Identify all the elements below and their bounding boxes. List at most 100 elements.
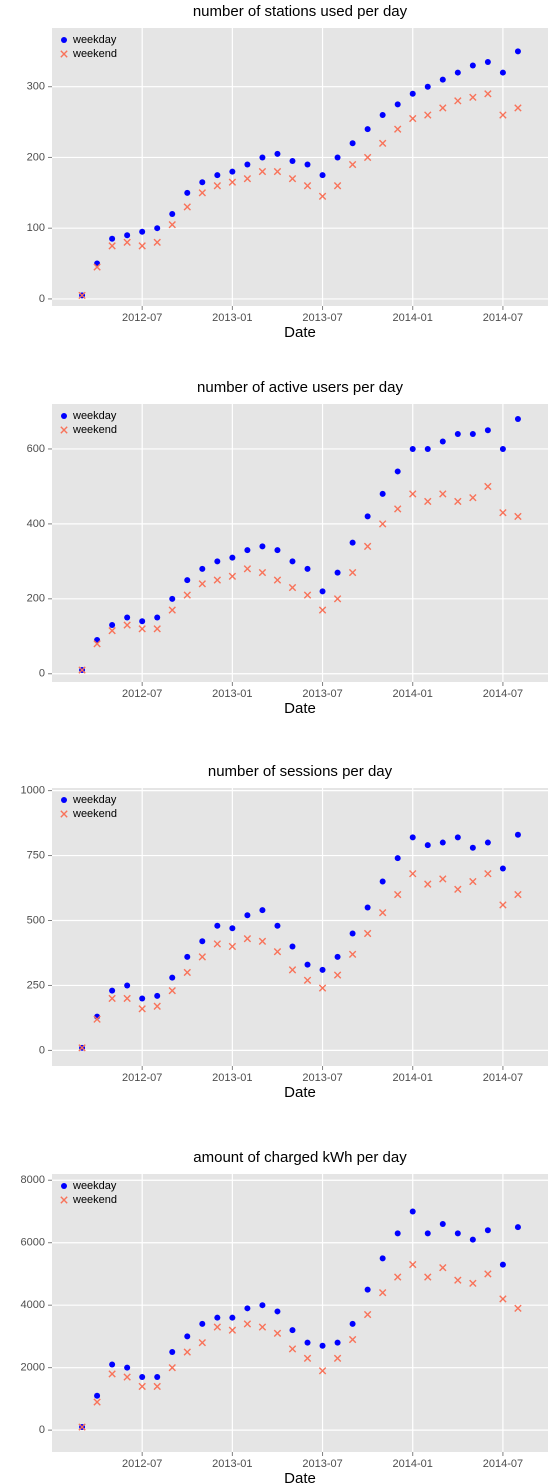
point xyxy=(109,235,116,242)
point xyxy=(454,69,461,76)
point xyxy=(139,1374,146,1381)
point xyxy=(229,554,236,561)
legend-label: weekend xyxy=(72,1194,117,1206)
point xyxy=(124,982,131,989)
point xyxy=(319,1342,326,1349)
point xyxy=(334,1339,341,1346)
point xyxy=(123,994,131,1003)
point xyxy=(364,904,371,911)
point xyxy=(169,595,176,602)
y-tick-label: 100 xyxy=(27,222,45,234)
x-tick-label: 2014-07 xyxy=(483,688,523,700)
y-tick-label: 1000 xyxy=(21,785,45,797)
point xyxy=(288,583,297,592)
point xyxy=(259,154,266,161)
point xyxy=(484,839,491,846)
point xyxy=(424,111,432,119)
y-tick-label: 750 xyxy=(27,849,45,861)
legend-marker xyxy=(60,1196,68,1204)
x-tick-label: 2014-07 xyxy=(483,1458,523,1470)
point xyxy=(409,1208,416,1215)
x-tick-label: 2012-07 xyxy=(122,1458,162,1470)
point xyxy=(289,157,296,164)
chart-title: number of active users per day xyxy=(197,379,403,396)
x-tick-label: 2013-07 xyxy=(302,312,342,324)
point xyxy=(94,1392,101,1399)
point xyxy=(333,595,342,603)
point xyxy=(499,508,507,517)
point xyxy=(154,1374,161,1381)
point xyxy=(274,150,281,157)
point xyxy=(153,1382,161,1391)
legend-label: weekday xyxy=(72,1180,117,1192)
point xyxy=(168,1363,176,1372)
point xyxy=(123,1373,131,1381)
point xyxy=(349,930,356,937)
point xyxy=(259,1302,266,1309)
point xyxy=(184,1333,191,1340)
point xyxy=(514,415,521,422)
point xyxy=(409,90,416,97)
point xyxy=(319,172,326,179)
point xyxy=(333,182,342,190)
point xyxy=(394,125,402,133)
point xyxy=(454,885,462,894)
legend-label: weekday xyxy=(72,794,117,806)
point xyxy=(409,114,417,123)
point xyxy=(454,1230,461,1237)
point xyxy=(108,242,116,250)
point xyxy=(214,172,221,179)
point xyxy=(469,1236,476,1243)
point xyxy=(319,588,326,595)
x-tick-label: 2013-07 xyxy=(302,1458,342,1470)
point xyxy=(499,901,507,909)
point xyxy=(183,203,191,211)
plot-background xyxy=(52,788,548,1066)
point xyxy=(364,513,371,520)
point xyxy=(184,953,191,960)
point xyxy=(244,161,251,168)
point xyxy=(424,83,431,90)
legend-label: weekday xyxy=(72,410,117,422)
y-tick-label: 8000 xyxy=(21,1174,45,1186)
point xyxy=(273,1329,282,1337)
point xyxy=(289,1327,296,1334)
x-tick-label: 2013-01 xyxy=(212,312,252,324)
point xyxy=(213,940,222,948)
chart-title: number of stations used per day xyxy=(193,3,408,20)
point xyxy=(198,189,206,197)
point xyxy=(484,58,491,65)
point xyxy=(303,182,312,190)
point xyxy=(199,938,206,945)
point xyxy=(93,263,101,271)
point xyxy=(379,490,386,497)
chart-panel: number of active users per day 0 200 400 600… xyxy=(27,379,548,717)
x-tick-label: 2014-01 xyxy=(393,688,433,700)
point xyxy=(409,445,416,452)
point xyxy=(349,140,356,147)
point xyxy=(499,1295,507,1303)
point xyxy=(184,189,191,196)
point xyxy=(168,986,176,995)
point xyxy=(123,238,131,247)
point xyxy=(484,1227,491,1234)
plot-background xyxy=(52,28,548,306)
point xyxy=(108,626,116,635)
point xyxy=(379,112,386,119)
point xyxy=(348,160,357,169)
point xyxy=(124,1364,131,1371)
point xyxy=(469,430,476,437)
point xyxy=(439,839,446,846)
y-tick-label: 250 xyxy=(27,979,45,991)
point xyxy=(349,1320,356,1327)
point xyxy=(469,844,476,851)
point xyxy=(363,1310,372,1319)
point xyxy=(304,161,311,168)
point xyxy=(454,97,462,105)
chart-panel: amount of charged kWh per day 0 2000 4000 60… xyxy=(21,1149,548,1483)
point xyxy=(409,870,417,878)
y-tick-label: 0 xyxy=(39,668,45,680)
point xyxy=(348,1335,357,1344)
plot-background xyxy=(52,404,548,682)
point xyxy=(109,987,116,994)
